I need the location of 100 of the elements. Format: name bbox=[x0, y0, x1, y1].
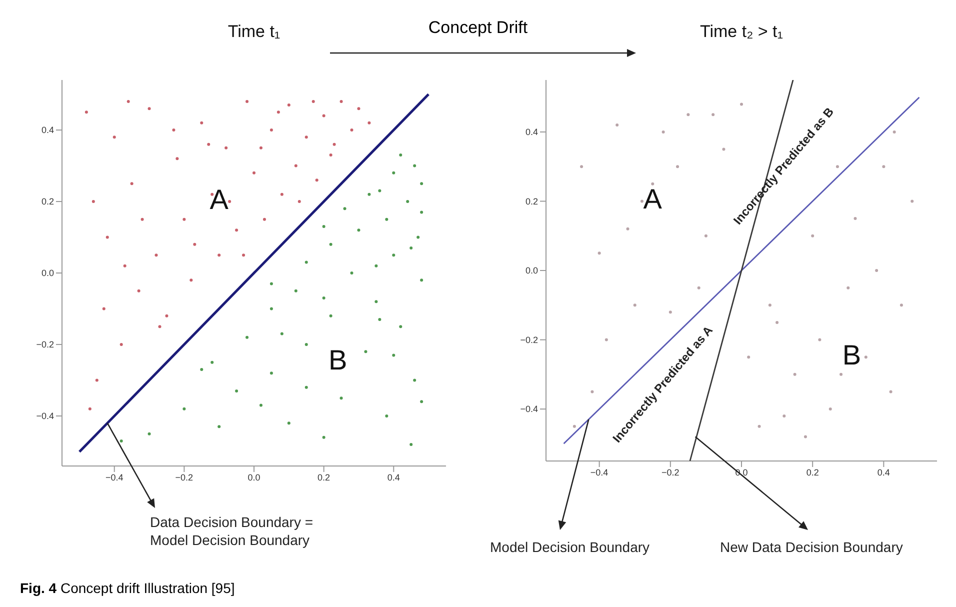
point bbox=[154, 254, 158, 257]
point bbox=[410, 246, 413, 250]
point bbox=[242, 254, 246, 257]
point bbox=[399, 325, 402, 328]
point bbox=[892, 130, 896, 134]
point bbox=[722, 148, 726, 151]
annotation: A bbox=[210, 184, 229, 215]
point bbox=[304, 260, 308, 264]
point bbox=[112, 136, 116, 139]
point bbox=[385, 218, 388, 221]
annotation: B bbox=[842, 339, 862, 370]
point bbox=[604, 338, 608, 342]
point bbox=[120, 439, 123, 442]
point bbox=[343, 207, 346, 210]
point bbox=[95, 378, 98, 382]
point bbox=[304, 386, 308, 389]
point bbox=[793, 372, 796, 376]
point bbox=[818, 338, 822, 342]
point bbox=[176, 157, 179, 160]
point bbox=[140, 218, 144, 221]
point bbox=[662, 130, 665, 134]
point bbox=[598, 252, 601, 255]
y-tick-label: −0.4 bbox=[520, 404, 538, 414]
point bbox=[252, 171, 256, 174]
point bbox=[413, 378, 416, 382]
point bbox=[686, 113, 690, 116]
point bbox=[270, 372, 273, 375]
point bbox=[130, 182, 134, 186]
point bbox=[312, 100, 315, 103]
point bbox=[120, 342, 123, 346]
point bbox=[148, 107, 151, 110]
point bbox=[378, 318, 382, 321]
annotation: B bbox=[328, 344, 348, 376]
point bbox=[350, 272, 354, 274]
point bbox=[246, 100, 249, 103]
point bbox=[875, 269, 878, 272]
y-tick-label: 0.4 bbox=[41, 125, 54, 136]
point bbox=[864, 356, 868, 359]
point bbox=[782, 414, 786, 418]
point bbox=[172, 128, 176, 132]
point bbox=[88, 407, 92, 410]
point bbox=[399, 154, 402, 157]
point bbox=[633, 304, 636, 307]
point bbox=[364, 350, 368, 354]
point bbox=[329, 314, 332, 318]
point bbox=[207, 142, 210, 146]
point bbox=[572, 424, 576, 428]
point bbox=[882, 165, 886, 168]
x-tick-label: 0.4 bbox=[387, 472, 400, 482]
point bbox=[410, 443, 413, 446]
point bbox=[332, 142, 336, 146]
point bbox=[712, 113, 715, 116]
chart-title: Time t₁ bbox=[226, 22, 282, 42]
point bbox=[590, 390, 594, 394]
annotation: New Data Decision Boundary bbox=[720, 538, 904, 556]
point bbox=[287, 104, 290, 107]
y-tick-label: 0.0 bbox=[525, 266, 538, 276]
point bbox=[368, 121, 371, 124]
point bbox=[420, 210, 424, 214]
point bbox=[413, 164, 416, 168]
point bbox=[329, 242, 332, 246]
point bbox=[378, 189, 382, 192]
point bbox=[315, 178, 318, 182]
point bbox=[322, 436, 326, 439]
x-tick-label: 0.0 bbox=[248, 472, 260, 482]
point bbox=[776, 320, 779, 324]
point bbox=[126, 100, 130, 103]
point bbox=[280, 192, 284, 196]
point bbox=[298, 200, 301, 204]
point bbox=[182, 407, 186, 410]
x-tick-label: −0.4 bbox=[105, 472, 124, 482]
x-tick-label: 0.2 bbox=[806, 467, 819, 478]
point bbox=[340, 396, 343, 400]
point bbox=[374, 264, 378, 268]
point bbox=[416, 236, 420, 239]
point bbox=[668, 310, 672, 314]
point bbox=[846, 286, 850, 290]
point bbox=[158, 325, 162, 328]
point bbox=[235, 228, 238, 232]
point bbox=[889, 390, 892, 394]
annotation: Model Decision Boundary bbox=[490, 538, 651, 556]
point bbox=[224, 146, 228, 150]
point bbox=[329, 154, 332, 157]
point bbox=[182, 218, 186, 221]
point bbox=[392, 354, 396, 357]
text: Concept Drift bbox=[427, 18, 529, 38]
y-tick-label: 0.0 bbox=[41, 268, 54, 278]
point bbox=[259, 146, 262, 150]
point bbox=[304, 342, 308, 346]
point bbox=[747, 356, 750, 359]
point bbox=[92, 200, 95, 204]
point bbox=[322, 225, 326, 228]
point bbox=[836, 165, 839, 168]
y-tick-label: −0.4 bbox=[36, 411, 54, 422]
point bbox=[697, 286, 700, 290]
y-tick-label: −0.2 bbox=[36, 340, 54, 350]
point bbox=[740, 102, 743, 106]
y-tick-label: −0.2 bbox=[520, 334, 538, 345]
point bbox=[270, 282, 273, 286]
point bbox=[580, 165, 584, 168]
